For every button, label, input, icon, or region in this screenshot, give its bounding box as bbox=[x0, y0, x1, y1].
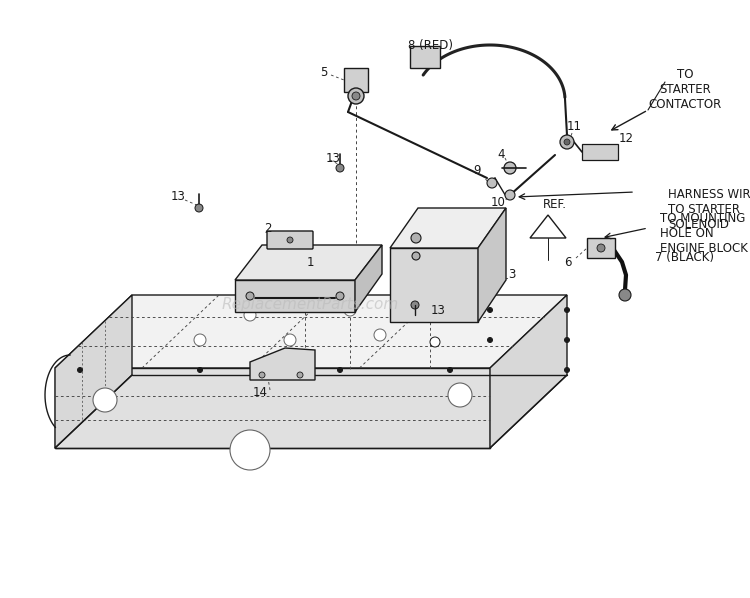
Circle shape bbox=[504, 162, 516, 174]
Text: 9: 9 bbox=[473, 163, 481, 176]
Circle shape bbox=[560, 135, 574, 149]
Polygon shape bbox=[390, 208, 506, 248]
Circle shape bbox=[344, 304, 356, 316]
Text: HARNESS WIRE
TO STARTER
SOLENOID: HARNESS WIRE TO STARTER SOLENOID bbox=[668, 188, 750, 231]
Polygon shape bbox=[478, 208, 506, 322]
Circle shape bbox=[374, 329, 386, 341]
Text: 1: 1 bbox=[306, 255, 314, 269]
Text: 13: 13 bbox=[326, 151, 340, 164]
Polygon shape bbox=[55, 368, 490, 448]
Polygon shape bbox=[344, 68, 368, 92]
Circle shape bbox=[448, 383, 472, 407]
Circle shape bbox=[412, 252, 420, 260]
Circle shape bbox=[284, 334, 296, 346]
Text: 4: 4 bbox=[497, 148, 505, 160]
Circle shape bbox=[564, 139, 570, 145]
Circle shape bbox=[619, 289, 631, 301]
Polygon shape bbox=[587, 238, 615, 258]
Circle shape bbox=[259, 372, 265, 378]
Circle shape bbox=[597, 244, 605, 252]
Text: 3: 3 bbox=[509, 269, 516, 282]
Circle shape bbox=[348, 88, 364, 104]
Circle shape bbox=[488, 337, 493, 343]
Polygon shape bbox=[235, 245, 382, 280]
Text: 14: 14 bbox=[253, 386, 268, 398]
Circle shape bbox=[336, 164, 344, 172]
Text: 13: 13 bbox=[430, 304, 445, 318]
Polygon shape bbox=[355, 245, 382, 312]
Circle shape bbox=[297, 372, 303, 378]
Text: 6: 6 bbox=[564, 255, 572, 269]
Text: 7 (BLACK): 7 (BLACK) bbox=[655, 252, 714, 264]
Circle shape bbox=[565, 368, 569, 373]
Circle shape bbox=[287, 237, 293, 243]
Text: 5: 5 bbox=[320, 66, 328, 78]
Circle shape bbox=[352, 92, 360, 100]
FancyBboxPatch shape bbox=[267, 231, 313, 249]
Text: 11: 11 bbox=[566, 121, 581, 133]
Circle shape bbox=[197, 368, 202, 373]
Polygon shape bbox=[235, 280, 355, 312]
Circle shape bbox=[488, 307, 493, 313]
Polygon shape bbox=[582, 144, 618, 160]
Circle shape bbox=[336, 292, 344, 300]
Circle shape bbox=[448, 368, 452, 373]
Circle shape bbox=[195, 204, 203, 212]
Polygon shape bbox=[410, 46, 440, 68]
Circle shape bbox=[487, 178, 497, 188]
Circle shape bbox=[230, 430, 270, 470]
Text: ReplacementParts.com: ReplacementParts.com bbox=[221, 297, 399, 313]
Circle shape bbox=[244, 309, 256, 321]
Text: 2: 2 bbox=[264, 221, 272, 234]
Polygon shape bbox=[390, 248, 478, 322]
Polygon shape bbox=[250, 348, 315, 380]
Text: TO MOUNTING
HOLE ON
ENGINE BLOCK: TO MOUNTING HOLE ON ENGINE BLOCK bbox=[660, 212, 748, 255]
Text: 13: 13 bbox=[170, 191, 185, 203]
Circle shape bbox=[77, 368, 82, 373]
Text: REF.: REF. bbox=[543, 199, 567, 212]
Circle shape bbox=[194, 334, 206, 346]
Text: 10: 10 bbox=[490, 196, 506, 209]
Circle shape bbox=[411, 301, 419, 309]
Circle shape bbox=[505, 190, 515, 200]
Circle shape bbox=[565, 337, 569, 343]
Polygon shape bbox=[55, 295, 567, 368]
Circle shape bbox=[93, 388, 117, 412]
Circle shape bbox=[338, 368, 343, 373]
Text: TO
STARTER
CONTACTOR: TO STARTER CONTACTOR bbox=[648, 68, 722, 111]
Text: 8 (RED): 8 (RED) bbox=[407, 39, 452, 53]
Circle shape bbox=[246, 292, 254, 300]
Text: 12: 12 bbox=[619, 132, 634, 145]
Polygon shape bbox=[490, 295, 567, 448]
Circle shape bbox=[411, 233, 421, 243]
Circle shape bbox=[430, 337, 440, 347]
Polygon shape bbox=[55, 295, 132, 448]
Circle shape bbox=[565, 307, 569, 313]
